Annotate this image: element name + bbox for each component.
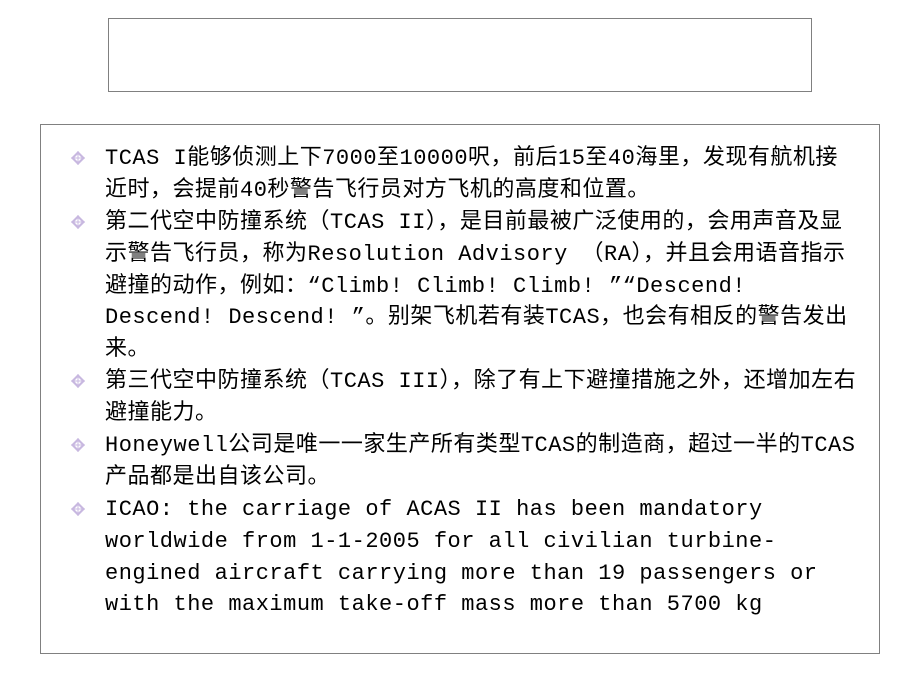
diamond-bullet-icon [71, 215, 85, 229]
list-item: Honeywell公司是唯一一家生产所有类型TCAS的制造商，超过一半的TCAS… [63, 430, 857, 494]
diamond-bullet-icon [71, 438, 85, 452]
bullet-text: Honeywell公司是唯一一家生产所有类型TCAS的制造商，超过一半的TCAS… [105, 433, 855, 490]
bullet-text: 第三代空中防撞系统（TCAS III），除了有上下避撞措施之外，还增加左右避撞能… [105, 369, 856, 426]
bullet-text: ICAO: the carriage of ACAS II has been m… [105, 497, 818, 618]
list-item: 第二代空中防撞系统（TCAS II），是目前最被广泛使用的，会用声音及显示警告飞… [63, 207, 857, 366]
content-box: TCAS I能够侦测上下7000至10000呎，前后15至40海里，发现有航机接… [40, 124, 880, 654]
center-dot-icon [458, 434, 463, 439]
diamond-bullet-icon [71, 374, 85, 388]
bullet-text: 第二代空中防撞系统（TCAS II），是目前最被广泛使用的，会用声音及显示警告飞… [105, 210, 848, 363]
bullet-text: TCAS I能够侦测上下7000至10000呎，前后15至40海里，发现有航机接… [105, 146, 838, 203]
list-item: 第三代空中防撞系统（TCAS III），除了有上下避撞措施之外，还增加左右避撞能… [63, 366, 857, 430]
diamond-bullet-icon [71, 151, 85, 165]
bullet-list: TCAS I能够侦测上下7000至10000呎，前后15至40海里，发现有航机接… [63, 143, 857, 621]
list-item: TCAS I能够侦测上下7000至10000呎，前后15至40海里，发现有航机接… [63, 143, 857, 207]
list-item: ICAO: the carriage of ACAS II has been m… [63, 494, 857, 622]
title-box [108, 18, 812, 92]
diamond-bullet-icon [71, 502, 85, 516]
